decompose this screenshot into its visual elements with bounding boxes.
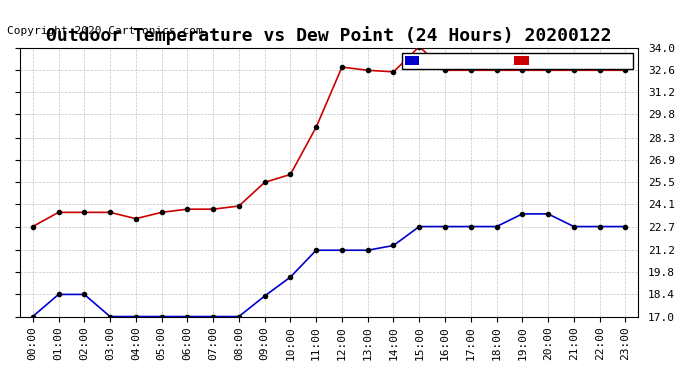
Title: Outdoor Temperature vs Dew Point (24 Hours) 20200122: Outdoor Temperature vs Dew Point (24 Hou… bbox=[46, 26, 612, 45]
Legend: Dew Point (°F), Temperature (°F): Dew Point (°F), Temperature (°F) bbox=[402, 53, 633, 69]
Text: Copyright 2020 Cartronics.com: Copyright 2020 Cartronics.com bbox=[7, 26, 203, 36]
